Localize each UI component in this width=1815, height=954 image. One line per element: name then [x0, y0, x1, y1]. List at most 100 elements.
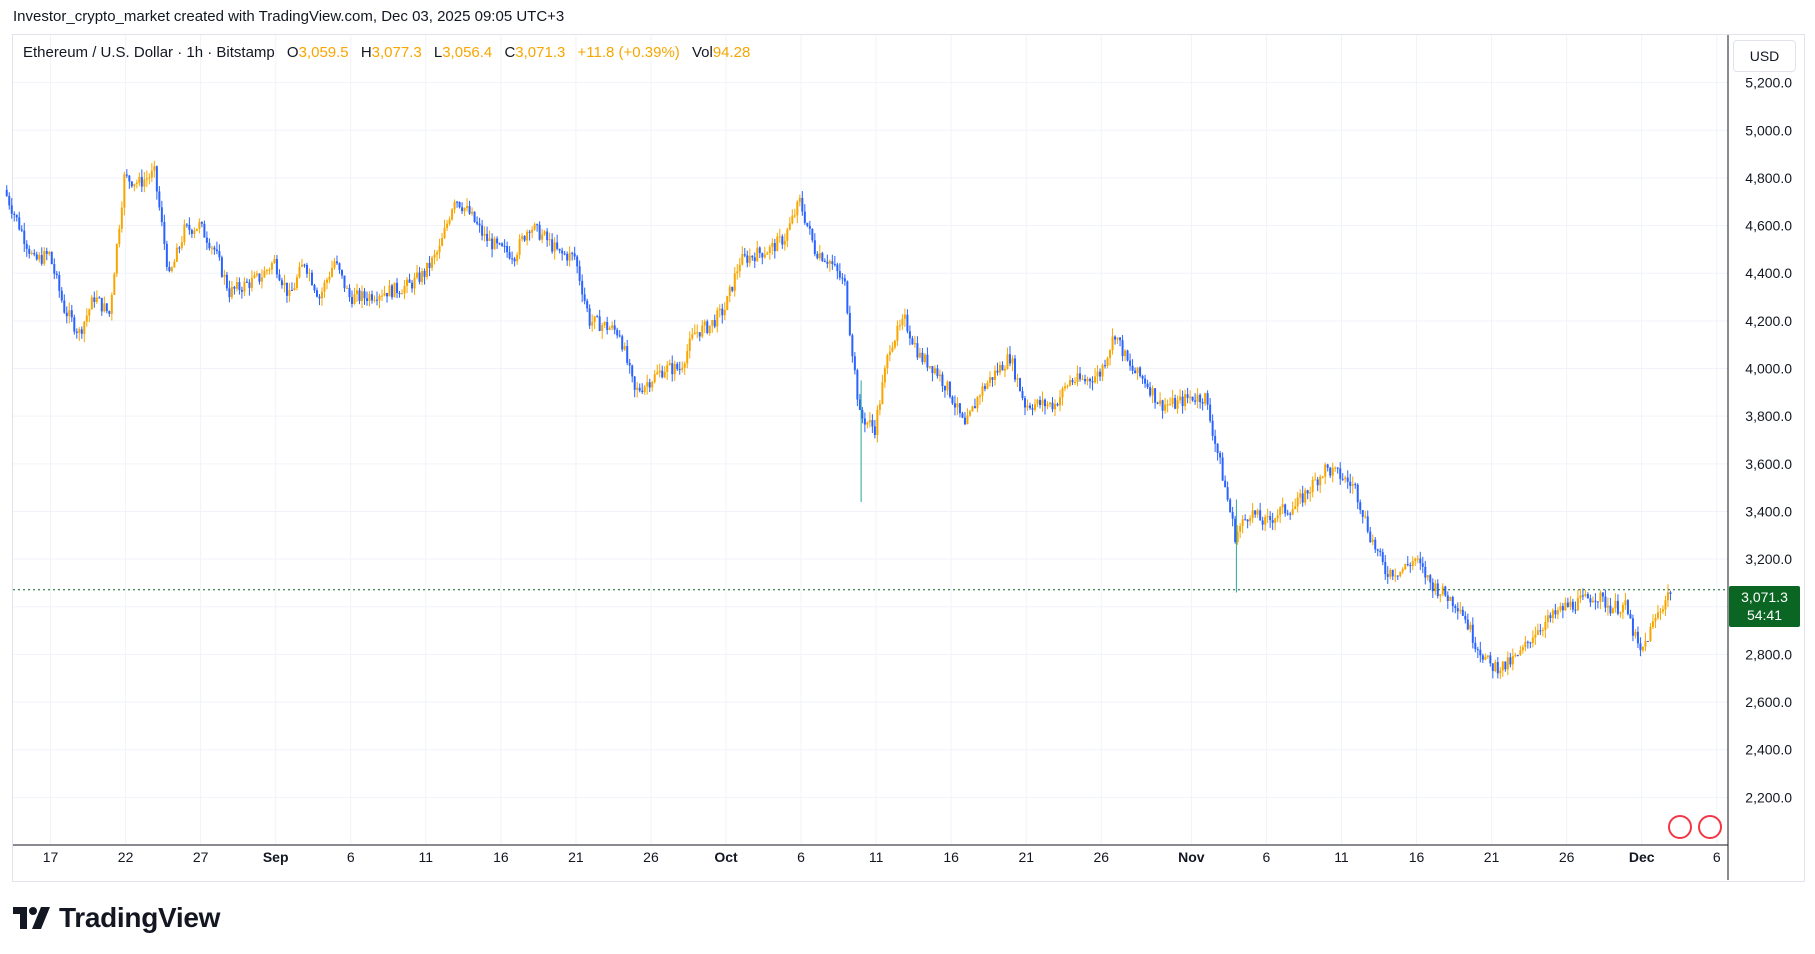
candle-body	[245, 281, 248, 283]
candle-body	[1074, 381, 1077, 383]
candle-body	[736, 271, 739, 274]
candle-body	[1013, 358, 1016, 380]
candle-body	[688, 338, 691, 351]
candle-body	[748, 255, 751, 263]
candle-body	[426, 262, 429, 277]
candle-body	[348, 287, 351, 298]
candle-body	[471, 211, 474, 214]
candle-body	[1231, 512, 1234, 519]
candle-body	[1436, 583, 1439, 596]
time-tick-label: 16	[493, 849, 509, 865]
candle-body	[1276, 515, 1279, 519]
candle-body	[861, 410, 864, 419]
candle-body	[140, 176, 143, 187]
candle-body	[1339, 468, 1342, 479]
candle-body	[1536, 630, 1539, 635]
candle-body	[566, 253, 569, 261]
candle-body	[1594, 600, 1597, 602]
candle-body	[1249, 518, 1252, 522]
candle-body	[821, 253, 824, 261]
candle-body	[733, 273, 736, 291]
candle-body	[793, 215, 796, 217]
candle-body	[1561, 606, 1564, 611]
candle-body	[148, 177, 151, 179]
candle-body	[278, 274, 281, 281]
candle-body	[803, 211, 806, 223]
candle-body	[1349, 481, 1352, 486]
candle-body	[1064, 386, 1067, 389]
candle-body	[676, 363, 679, 370]
candle-body	[1356, 484, 1359, 503]
candle-body	[773, 243, 776, 252]
candle-body	[1351, 484, 1354, 486]
candle-body	[1136, 367, 1139, 374]
candle-body	[295, 277, 298, 288]
candle-body	[1516, 654, 1519, 656]
candle-body	[356, 290, 359, 295]
candle-body	[298, 266, 301, 278]
candle-body	[488, 238, 491, 241]
candle-body	[90, 297, 93, 310]
candle-body	[1496, 662, 1499, 674]
candle-body	[436, 252, 439, 255]
candle-body	[968, 411, 971, 416]
candle-body	[378, 295, 381, 301]
candle-body	[806, 222, 809, 226]
time-tick-label: 17	[43, 849, 59, 865]
event-markers	[1668, 815, 1728, 839]
candle-body	[923, 354, 926, 363]
legend-high-label: H	[360, 44, 372, 61]
candle-body	[283, 282, 286, 286]
candle-body	[230, 286, 233, 298]
candle-body	[673, 363, 676, 375]
candle-body	[511, 258, 514, 260]
candle-body	[313, 285, 316, 291]
candle-body	[55, 273, 58, 276]
candle-body	[1289, 513, 1292, 515]
candle-body	[1419, 558, 1422, 564]
candle-body	[406, 279, 409, 286]
candle-body	[1326, 464, 1329, 468]
candle-body	[723, 310, 726, 316]
candle-body	[533, 224, 536, 230]
candle-body	[1189, 396, 1192, 398]
candle-body	[553, 242, 556, 252]
candle-body	[135, 182, 138, 184]
candle-body	[381, 295, 384, 297]
candle-body	[408, 279, 411, 283]
candle-body	[210, 247, 213, 249]
candle-body	[1211, 420, 1214, 436]
candle-body	[78, 329, 81, 333]
candle-body	[646, 382, 649, 387]
us-flag-event-icon[interactable]	[1698, 815, 1722, 839]
candle-body	[103, 303, 106, 312]
candle-body	[1059, 397, 1062, 406]
candle-body	[130, 181, 133, 187]
candle-body	[1544, 621, 1547, 630]
candle-body	[113, 273, 116, 295]
candle-body	[1494, 662, 1497, 672]
candle-body	[883, 368, 886, 383]
candle-body	[1606, 605, 1609, 608]
candle-body	[398, 293, 401, 295]
candle-body	[1119, 337, 1122, 341]
price-tick-label: 3,600.0	[1745, 456, 1792, 472]
candle-body	[1444, 586, 1447, 596]
candle-body	[1514, 654, 1517, 657]
candle-body	[285, 282, 288, 296]
us-flag-event-icon[interactable]	[1668, 815, 1692, 839]
candle-body	[1033, 404, 1036, 410]
candle-body	[1641, 646, 1644, 651]
candle-body	[486, 233, 489, 241]
candle-body	[1279, 507, 1282, 516]
candle-body	[386, 292, 389, 297]
candle-body	[708, 325, 711, 333]
currency-selector[interactable]: USD	[1733, 40, 1796, 72]
candle-body	[1611, 608, 1614, 614]
candle-body	[1089, 378, 1092, 382]
candle-body	[1099, 371, 1102, 377]
candle-body	[1534, 634, 1537, 638]
candle-body	[1581, 595, 1584, 597]
candle-body	[265, 270, 268, 272]
